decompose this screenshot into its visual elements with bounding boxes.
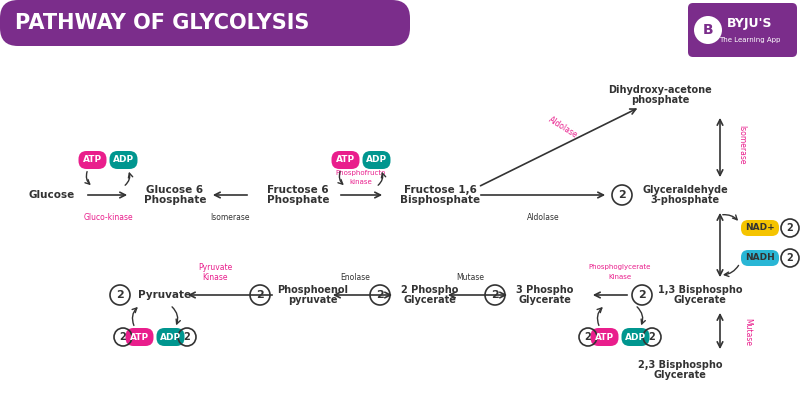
Text: 2: 2 — [638, 290, 646, 300]
Text: Isomerase: Isomerase — [210, 213, 250, 222]
Text: Dihydroxy-acetone: Dihydroxy-acetone — [608, 85, 712, 95]
Text: ATP: ATP — [83, 156, 102, 164]
Text: Phosphate: Phosphate — [266, 195, 330, 205]
Text: ATP: ATP — [336, 156, 355, 164]
Text: 3 Phospho: 3 Phospho — [516, 285, 574, 295]
Text: 2: 2 — [786, 253, 794, 263]
Text: Glycerate: Glycerate — [403, 295, 457, 305]
Text: 2: 2 — [116, 290, 124, 300]
FancyBboxPatch shape — [688, 3, 797, 57]
Text: Kinase: Kinase — [202, 273, 228, 281]
Text: 2 Phospho: 2 Phospho — [402, 285, 458, 295]
Text: ADP: ADP — [160, 332, 181, 341]
FancyBboxPatch shape — [110, 151, 138, 169]
FancyBboxPatch shape — [590, 328, 618, 346]
Text: Aldolase: Aldolase — [546, 115, 579, 140]
FancyBboxPatch shape — [362, 151, 390, 169]
FancyBboxPatch shape — [157, 328, 185, 346]
Text: Glucose 6: Glucose 6 — [146, 185, 203, 195]
Text: Pyruvate: Pyruvate — [138, 290, 191, 300]
FancyBboxPatch shape — [741, 250, 779, 266]
FancyBboxPatch shape — [78, 151, 106, 169]
Text: 2: 2 — [491, 290, 499, 300]
Text: pyruvate: pyruvate — [288, 295, 338, 305]
Text: 2: 2 — [649, 332, 655, 342]
Text: Isomerase: Isomerase — [738, 125, 746, 165]
Text: Glycerate: Glycerate — [674, 295, 726, 305]
Text: NADH: NADH — [745, 254, 775, 263]
Text: 2: 2 — [120, 332, 126, 342]
Text: Pyruvate: Pyruvate — [198, 263, 232, 271]
FancyBboxPatch shape — [0, 0, 410, 46]
Text: 2: 2 — [376, 290, 384, 300]
Text: BYJU'S: BYJU'S — [727, 16, 773, 29]
FancyBboxPatch shape — [126, 328, 154, 346]
Text: 2: 2 — [184, 332, 190, 342]
Text: phosphate: phosphate — [631, 95, 689, 105]
FancyBboxPatch shape — [741, 220, 779, 236]
Text: ATP: ATP — [595, 332, 614, 341]
Text: Glycerate: Glycerate — [654, 370, 706, 380]
FancyBboxPatch shape — [331, 151, 359, 169]
Text: Phosphofructo: Phosphofructo — [336, 170, 386, 176]
Text: 2: 2 — [786, 223, 794, 233]
Text: 2: 2 — [256, 290, 264, 300]
Circle shape — [694, 16, 722, 44]
Text: ADP: ADP — [113, 156, 134, 164]
Text: Phosphoenol: Phosphoenol — [278, 285, 349, 295]
Text: Enolase: Enolase — [340, 273, 370, 281]
Text: Glucose: Glucose — [29, 190, 75, 200]
Text: Glycerate: Glycerate — [518, 295, 571, 305]
Text: Mutase: Mutase — [743, 318, 753, 347]
Text: ADP: ADP — [366, 156, 387, 164]
Text: Phosphoglycerate: Phosphoglycerate — [589, 264, 651, 270]
Text: 2,3 Bisphospho: 2,3 Bisphospho — [638, 360, 722, 370]
Text: Gluco-kinase: Gluco-kinase — [83, 213, 133, 222]
Text: PATHWAY OF GLYCOLYSIS: PATHWAY OF GLYCOLYSIS — [15, 13, 310, 33]
Text: NAD+: NAD+ — [745, 224, 775, 232]
FancyBboxPatch shape — [622, 328, 650, 346]
Text: 3-phosphate: 3-phosphate — [650, 195, 719, 205]
Text: Fructose 6: Fructose 6 — [267, 185, 329, 195]
Text: Fructose 1,6: Fructose 1,6 — [403, 185, 477, 195]
Text: Phosphate: Phosphate — [144, 195, 206, 205]
Text: Aldolase: Aldolase — [526, 213, 559, 222]
Text: 1,3 Bisphospho: 1,3 Bisphospho — [658, 285, 742, 295]
Text: ADP: ADP — [625, 332, 646, 341]
Text: Bisphosphate: Bisphosphate — [400, 195, 480, 205]
Text: Kinase: Kinase — [609, 274, 631, 280]
Text: Mutase: Mutase — [456, 273, 484, 281]
Text: Glyceraldehyde: Glyceraldehyde — [642, 185, 728, 195]
Text: ATP: ATP — [130, 332, 149, 341]
Text: kinase: kinase — [350, 179, 372, 185]
Text: B: B — [702, 23, 714, 37]
Text: 2: 2 — [585, 332, 591, 342]
Text: The Learning App: The Learning App — [719, 37, 781, 43]
Text: 2: 2 — [618, 190, 626, 200]
